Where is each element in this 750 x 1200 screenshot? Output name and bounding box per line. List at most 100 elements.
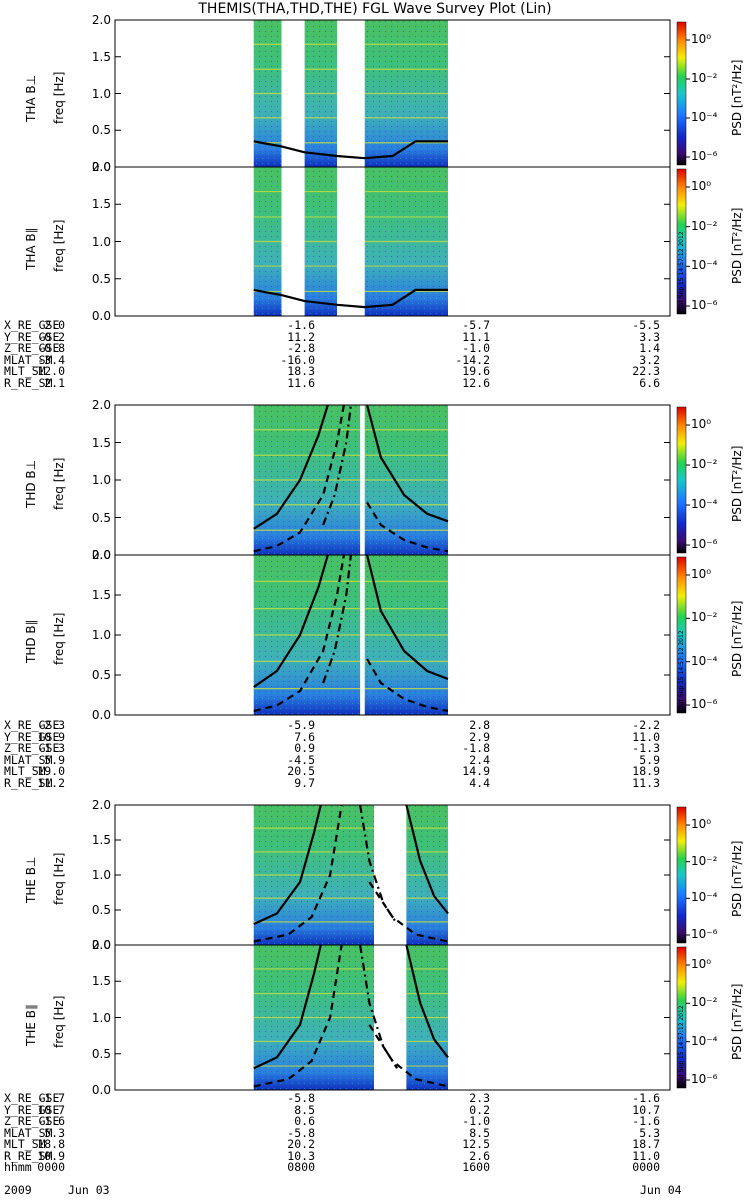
ephem-value: 0000 (37, 1160, 65, 1174)
freq-curve-solid (253, 804, 322, 926)
colorbar-tick-label: 10⁻² (691, 71, 718, 85)
y-tick-label: 0.0 (91, 708, 111, 722)
colorbar-tick-label: 10⁻⁴ (691, 1033, 718, 1048)
ephem-value: -2.8 (287, 341, 315, 355)
ephem-value: -1.0 (462, 341, 490, 355)
freq-curve-solid (405, 804, 449, 915)
ephem-value: -0.8 (37, 341, 65, 355)
ephem-value: -3.4 (37, 352, 65, 367)
colorbar-tick-label: 10⁰ (691, 179, 712, 193)
colorbar (676, 168, 687, 315)
freq-curve-solid (253, 944, 322, 1070)
ephem-value: 10.3 (287, 1148, 315, 1163)
colorbar-tick-label: 10⁻² (691, 610, 718, 625)
ephem-value: -1.6 (287, 318, 315, 332)
ephem-value: -5.7 (462, 318, 490, 332)
y-tick-label: 0.5 (91, 668, 111, 682)
ephem-value: 2.6 (469, 1148, 490, 1163)
colorbar-tick-label: 10⁻² (691, 853, 718, 868)
ephem-value: -5.8 (287, 1091, 315, 1105)
ephem-value: -1.3 (632, 741, 660, 755)
ephem-value: 5.9 (44, 752, 65, 767)
freq-curve-dashed (366, 658, 449, 713)
panel-label: THD B∥ (24, 619, 38, 663)
y-tick-label: 1.0 (91, 628, 111, 642)
colorbar-label: PSD [nT²/Hz] (730, 445, 744, 522)
date-end: Jun 04 (640, 1183, 682, 1197)
colorbar (676, 406, 687, 554)
ephem-value: 2.0 (44, 318, 65, 332)
y-tick-label: 2.0 (91, 13, 111, 27)
colorbar-tick-label: 10⁻⁶ (691, 697, 718, 711)
axis-label: freq [Hz] (52, 995, 66, 1048)
y-tick-label: 1.5 (91, 974, 111, 989)
colorbar-tick-label: 10⁻² (691, 995, 718, 1010)
ephem-value: -14.2 (455, 352, 490, 367)
panel-tha_perp (114, 19, 690, 168)
axis-label: freq [Hz] (52, 612, 66, 665)
colorbar-tick-label: 10⁻⁴ (691, 890, 718, 905)
ephem-value: -1.3 (37, 741, 65, 755)
ephem-value: 11.2 (287, 329, 315, 344)
ephem-label: MLAT_SM (4, 752, 53, 767)
ephem-value: 11.0 (632, 1148, 660, 1163)
freq-curve-dashed (253, 944, 343, 1088)
ephem-value: -1.8 (462, 741, 490, 755)
panel-label: THE B⊥ (24, 856, 38, 903)
ephem-value: 20.5 (287, 764, 315, 778)
ephem-value: 1.4 (639, 341, 660, 355)
y-tick-label: 1.5 (91, 435, 111, 450)
freq-curve-solid (405, 944, 449, 1059)
timestamp-stamp: Sat Sep 15 14:57:12 2012 (678, 1005, 685, 1084)
panel-thd_par (114, 554, 690, 716)
axis-label: freq [Hz] (52, 219, 66, 272)
ephem-value: 2.8 (469, 718, 490, 732)
ephem-value: -1.6 (632, 1114, 660, 1128)
panel-the_par (114, 944, 690, 1091)
panel-label: THA B∥ (24, 226, 38, 270)
y-tick-label: 1.0 (91, 234, 111, 249)
ephem-value: 12.6 (462, 375, 490, 390)
colorbar-tick-label: 10⁻⁶ (691, 927, 718, 941)
y-tick-label: 0.0 (91, 548, 111, 562)
colorbar-tick-label: 10⁻² (691, 457, 718, 471)
ephem-value: 6.6 (639, 375, 660, 390)
timestamp-stamp: Sat Sep 15 14:57:12 2012 (678, 231, 685, 310)
colorbar-tick-label: 10⁰ (691, 817, 712, 831)
freq-curve-dashed (253, 554, 345, 713)
colorbar-tick-label: 10⁻⁶ (691, 298, 718, 312)
ephem-value: 11.6 (287, 375, 315, 390)
ephem-value: 19.0 (37, 764, 65, 778)
ephem-label: X_RE_GSE (4, 318, 60, 332)
colorbar-tick-label: 10⁻⁶ (691, 1072, 718, 1086)
freq-curve-solid (366, 554, 449, 681)
date-year: 2009 (4, 1183, 32, 1197)
colorbar-tick-label: 10⁻⁴ (691, 110, 718, 124)
ephem-value: 2.4 (469, 752, 490, 767)
colorbar-tick-label: 10⁰ (691, 32, 712, 46)
axis-label: freq [Hz] (52, 457, 66, 510)
y-tick-label: 0.0 (91, 160, 111, 174)
ephem-value: -2.2 (632, 718, 660, 732)
ephem-value: 0.9 (294, 741, 315, 755)
colorbar-tick-label: 10⁻⁴ (691, 653, 718, 668)
colorbar-label: PSD [nT²/Hz] (730, 600, 744, 677)
colorbar (676, 556, 687, 714)
ephem-value: 2.9 (469, 729, 490, 744)
ephem-value: 2.3 (469, 1091, 490, 1105)
ephem-value: -5.5 (632, 318, 660, 332)
ephem-label: X_RE_GSE (4, 1091, 60, 1105)
ephem-value: 8.5 (469, 1125, 490, 1140)
ephem-value: 3.3 (639, 329, 660, 344)
y-tick-label: 0.5 (91, 1046, 111, 1061)
ephem-label: Y_RE_GSE (4, 729, 60, 744)
y-tick-label: 2.0 (91, 938, 111, 952)
y-tick-label: 1.0 (91, 473, 111, 487)
colorbar-label: PSD [nT²/Hz] (730, 983, 744, 1060)
ephem-value: 18.3 (287, 364, 315, 378)
ephem-value: 11.3 (632, 775, 660, 790)
y-tick-label: 0.5 (91, 123, 111, 138)
axis-label: freq [Hz] (52, 852, 66, 905)
y-tick-label: 2.0 (91, 398, 111, 412)
ephem-value: -4.5 (287, 752, 315, 767)
